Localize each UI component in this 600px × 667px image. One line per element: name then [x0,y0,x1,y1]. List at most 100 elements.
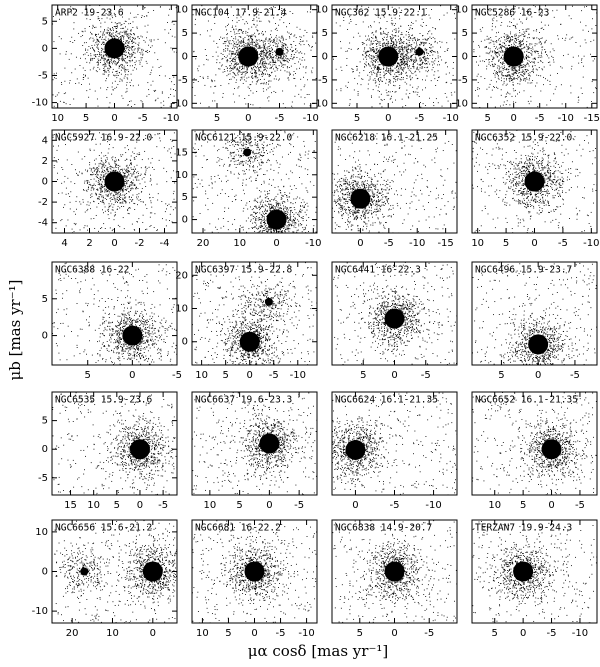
field-texture [152,80,154,82]
field-texture [453,62,454,64]
speckle [511,36,512,38]
field-texture [528,11,529,13]
speckle [406,38,408,40]
speckle [125,45,127,47]
speckle [366,55,368,57]
speckle [502,50,504,52]
speckle [390,39,392,41]
speckle [422,35,424,36]
speckle [242,67,244,69]
field-texture [432,36,434,38]
speckle [103,170,105,171]
speckle [397,63,398,64]
speckle [414,59,416,61]
speckle [123,185,125,187]
speckle [286,58,288,60]
speckle [296,57,298,58]
speckle [121,55,123,57]
speckle [505,75,507,77]
speckle [400,56,402,58]
speckle [520,40,522,42]
field-texture [428,31,429,33]
field-texture [139,153,141,155]
speckle [409,49,411,50]
speckle [409,65,410,67]
field-texture [63,181,65,183]
speckle [513,44,515,46]
speckle [224,42,226,44]
speckle [494,70,496,72]
speckle [391,46,393,48]
field-texture [511,80,513,81]
field-texture [61,192,63,194]
speckle [551,55,553,57]
speckle [250,46,251,48]
speckle [124,200,126,202]
speckle [513,77,515,79]
speckle [375,55,377,57]
speckle [386,43,388,44]
speckle [403,58,405,60]
speckle [387,71,389,73]
field-texture [132,69,134,71]
speckle [232,93,234,95]
field-texture [299,28,301,30]
speckle [116,72,118,74]
field-texture [452,67,454,69]
speckle [285,38,287,40]
field-texture [84,225,86,227]
speckle [383,68,384,69]
field-texture [396,64,398,66]
speckle [405,72,407,74]
speckle [94,44,96,46]
field-texture [271,71,273,73]
speckle [141,48,143,50]
speckle [544,52,546,54]
speckle [356,68,358,70]
speckle [500,70,502,72]
speckle [97,58,99,60]
speckle [134,38,136,40]
speckle [254,55,256,57]
speckle [138,42,140,44]
speckle [370,49,372,51]
speckle [501,74,503,76]
speckle [230,43,232,45]
speckle [248,38,250,40]
speckle [533,57,535,59]
field-texture [378,96,380,98]
speckle [407,48,409,50]
speckle [405,57,407,58]
speckle [544,48,546,50]
speckle [434,40,436,42]
speckle [240,42,242,44]
field-texture [383,99,385,101]
speckle [218,38,220,40]
field-texture [510,16,512,17]
speckle [402,63,404,65]
field-texture [133,183,135,185]
speckle [501,77,502,79]
speckle [95,168,97,170]
speckle [232,68,234,70]
speckle [253,46,255,48]
speckle [406,49,407,51]
speckle [137,49,139,51]
field-texture [237,72,239,74]
speckle [525,45,527,47]
speckle [240,37,242,38]
speckle [422,22,424,23]
y-tick-label: -5 [38,70,48,81]
field-texture [434,78,436,80]
speckle [111,58,113,60]
field-texture [595,25,597,26]
speckle [400,42,402,44]
field-texture [173,51,175,53]
speckle [495,52,497,54]
y-tick-label: -5 [318,75,328,86]
speckle [376,58,378,60]
field-texture [415,20,417,22]
field-texture [400,59,402,61]
speckle [376,39,378,41]
